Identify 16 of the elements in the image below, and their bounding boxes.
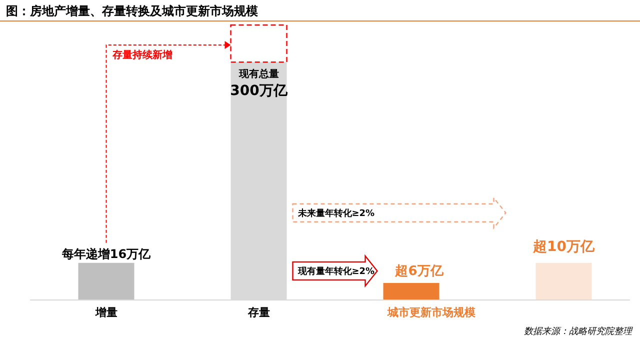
source-note: 数据来源：战略研究院整理 <box>524 326 633 337</box>
annotation: 每年递增16万亿 <box>60 246 152 261</box>
annotation: 超6万亿 <box>394 264 444 279</box>
chart-title: 图：房地产增量、存量转换及城市更新市场规模 <box>6 4 258 18</box>
annotation: 现有量年转化≥2% <box>296 266 375 277</box>
annotation: 现有总量 <box>238 68 279 80</box>
arrow-conversion: 未来量年转化≥2% <box>292 196 507 230</box>
annotation: 未来量年转化≥2% <box>296 208 375 219</box>
annotation: 300万亿 <box>230 83 288 100</box>
annotation: 存量持续新增 <box>111 49 172 61</box>
arrow-growth: 存量持续新增 <box>106 41 231 244</box>
arrow-conversion: 现有量年转化≥2% <box>292 254 378 288</box>
x-tick-label: 城市更新市场规模 <box>386 306 476 319</box>
x-tick-label: 增量 <box>94 306 118 319</box>
x-tick-label: 存量 <box>246 306 270 319</box>
annotation: 超10万亿 <box>532 238 596 255</box>
